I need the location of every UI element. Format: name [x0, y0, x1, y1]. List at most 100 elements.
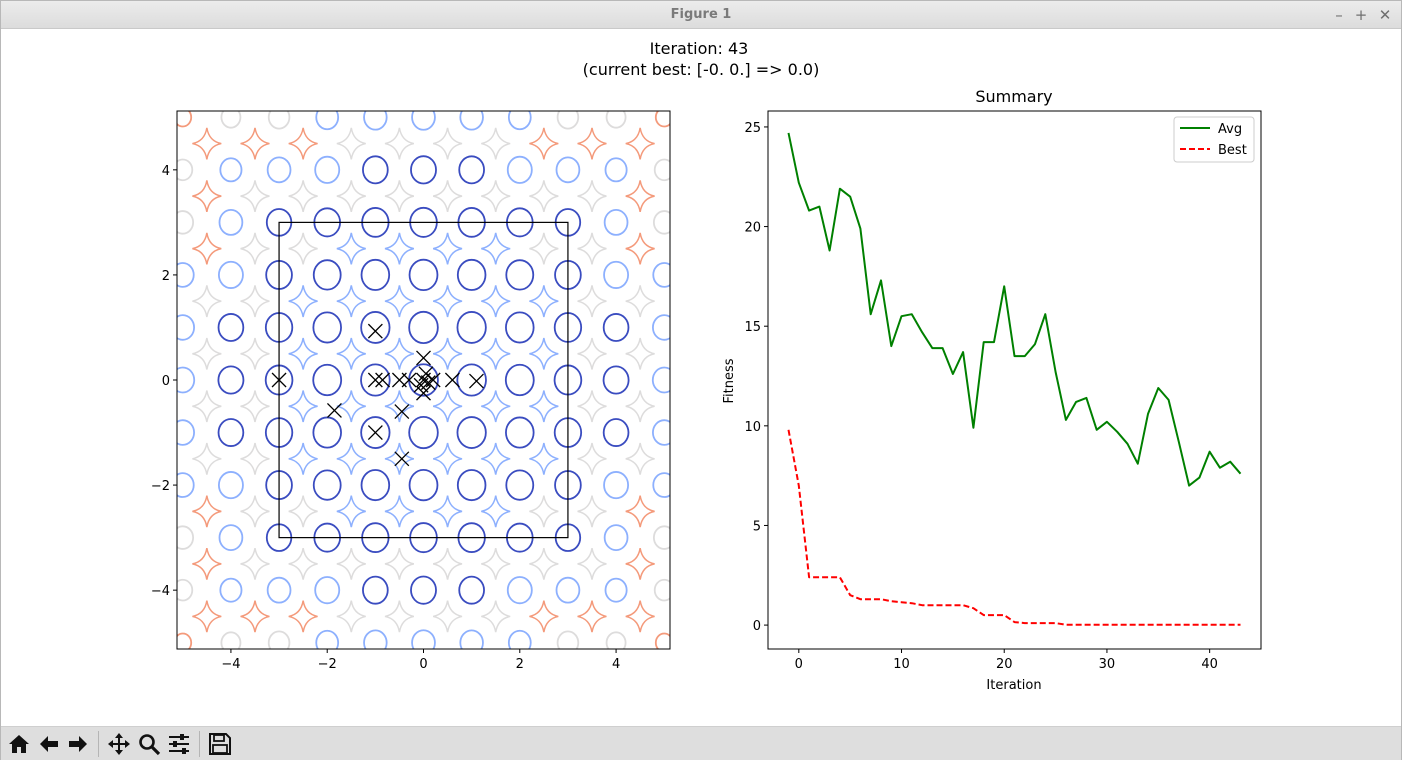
contour-diamond [384, 180, 415, 213]
contour-diamond [432, 127, 463, 160]
contour-diamond [336, 547, 366, 580]
contour-diamond [432, 600, 463, 633]
contour-diamond [336, 337, 366, 370]
configure-subplots-button[interactable] [165, 730, 192, 757]
contour-diamond [288, 390, 318, 423]
legend-avg-label: Avg [1218, 122, 1242, 137]
contour-diamond [625, 180, 655, 213]
contour-ring [362, 575, 389, 605]
back-icon [39, 735, 58, 752]
y-tick-label: 0 [753, 619, 761, 634]
contour-diamond [336, 495, 366, 528]
contour-ring [505, 416, 535, 449]
series-line-avg [787, 132, 1242, 487]
contour-diamond [481, 600, 511, 633]
contour-diamond [336, 442, 366, 475]
x-tick-label: 40 [1201, 657, 1218, 672]
contour-ring [505, 259, 535, 291]
contour-diamond [384, 127, 415, 160]
contour-ring [602, 313, 630, 342]
zoom-button[interactable] [135, 730, 162, 757]
summary-axes[interactable]: Summary 0 10 20 30 40 0 5 10 15 20 25 Iteration F… [722, 87, 1262, 693]
contour-diamond [625, 390, 655, 423]
contour-ring [314, 155, 341, 184]
contour-diamond [481, 285, 511, 318]
population-point [375, 372, 391, 388]
contour-diamond [432, 180, 463, 213]
point-stroke [401, 372, 417, 388]
population-point [416, 350, 431, 366]
contour-ring [362, 155, 389, 185]
contour-diamond [288, 495, 318, 528]
contour-diamond [625, 232, 655, 265]
contour-ring [603, 209, 629, 236]
contour-ring [360, 311, 391, 344]
contour-diamond [336, 285, 366, 318]
summary-x-label: Iteration [986, 678, 1041, 693]
point-stroke [367, 425, 383, 440]
contour-ring [603, 260, 630, 289]
contour-ring [603, 471, 630, 500]
home-button[interactable] [5, 730, 32, 757]
contour-ring [652, 525, 670, 550]
contour-ring [653, 158, 670, 182]
y-tick-label: 15 [744, 320, 761, 335]
point-stroke [420, 375, 436, 391]
population-point [271, 372, 287, 388]
population-point [367, 372, 383, 388]
toolbar-separator [199, 731, 200, 757]
maximize-button[interactable]: + [1354, 6, 1368, 24]
back-button[interactable] [35, 730, 62, 757]
contour-ring [456, 469, 487, 502]
figure-canvas[interactable]: Iteration: 43 (current best: [-0. 0.] =>… [1, 30, 1401, 725]
contour-ring [177, 111, 193, 128]
contour-ring [177, 366, 196, 394]
contour-diamond [384, 600, 415, 633]
contour-diamond [625, 600, 655, 633]
x-tick-label: 20 [996, 657, 1013, 672]
contour-ring [555, 156, 581, 184]
contour-ring [220, 111, 242, 129]
point-stroke [367, 323, 383, 339]
contour-diamond [384, 337, 415, 370]
population-point [401, 372, 417, 388]
contour-diamond [529, 442, 559, 475]
y-tick-label: 20 [744, 221, 761, 236]
pan-button[interactable] [105, 730, 132, 757]
navigation-toolbar [1, 726, 1401, 760]
title-bar[interactable]: Figure 1 – + ✕ [1, 1, 1401, 29]
contour-ring [266, 156, 292, 184]
contour-ring [458, 155, 485, 185]
y-tick-label: 5 [753, 519, 761, 534]
contour-diamond [577, 495, 607, 528]
save-button[interactable] [206, 730, 233, 757]
contour-diamond [192, 600, 222, 633]
contour-ring [360, 258, 391, 291]
contour-ring [506, 155, 533, 184]
contour-diamond [288, 232, 318, 265]
contour-diamond [288, 180, 318, 213]
minimize-button[interactable]: – [1335, 6, 1343, 24]
contour-ring [177, 632, 193, 649]
contour-ring [219, 157, 243, 183]
contour-diamond [336, 180, 366, 213]
y-tick-label: 4 [162, 164, 170, 179]
point-stroke [326, 403, 342, 418]
contour-diamond [384, 442, 415, 475]
contour-axes[interactable]: −4 −2 0 2 4 4 2 0 −2 −4 [151, 105, 676, 672]
contour-ring [219, 577, 243, 603]
contour-ring [456, 311, 487, 344]
contour-diamond [384, 547, 415, 580]
contour-ring [177, 578, 194, 602]
summary-x-ticks: 0 10 20 30 40 [795, 649, 1218, 672]
point-stroke [271, 372, 287, 388]
point-stroke [444, 372, 460, 388]
close-button[interactable]: ✕ [1378, 6, 1392, 24]
contour-ring [652, 314, 670, 341]
contour-ring [177, 314, 195, 341]
contour-ring [312, 363, 343, 397]
contour-diamond [481, 442, 511, 475]
forward-button[interactable] [64, 730, 91, 757]
x-tick-label: −2 [318, 657, 337, 672]
contour-diamond [481, 390, 511, 423]
